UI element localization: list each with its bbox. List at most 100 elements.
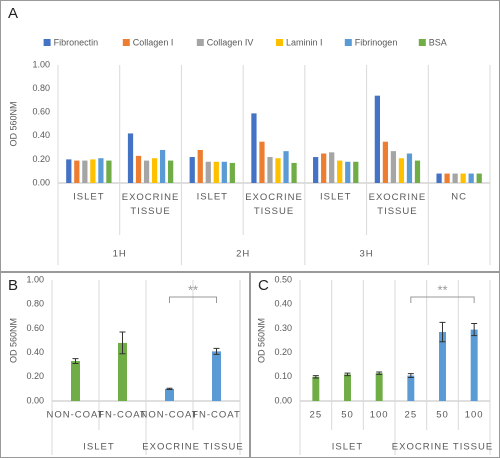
- bar: [251, 113, 257, 183]
- error-bar: [439, 321, 446, 343]
- bar: [460, 173, 466, 183]
- x-tick-label: NON-COAT: [47, 410, 105, 421]
- y-tick-label: 0.40: [274, 299, 292, 309]
- x-tick-label: 25: [310, 410, 323, 421]
- group-label: EXOCRINE TISSUE: [142, 442, 243, 453]
- bar: [468, 173, 474, 183]
- legend-swatch: [122, 39, 130, 46]
- bar: [398, 158, 405, 183]
- bar: [71, 361, 80, 401]
- bar: [321, 153, 327, 183]
- bar: [165, 388, 174, 401]
- x-tick-label: EXOCRINE TISSUE: [122, 192, 180, 217]
- y-axis-label: OD 560NM: [8, 318, 18, 363]
- y-tick-label: 0.40: [32, 130, 50, 140]
- bar: [205, 161, 211, 183]
- bar: [82, 160, 88, 183]
- legend-label: Collagen I: [133, 37, 174, 47]
- x-tick-label: EXOCRINE TISSUE: [245, 192, 303, 217]
- error-bar: [376, 371, 383, 375]
- bar: [406, 153, 413, 183]
- error-bar: [471, 323, 478, 337]
- panel-label: C: [258, 277, 269, 294]
- significance-bracket: [169, 296, 217, 303]
- bar: [168, 160, 174, 183]
- bar: [98, 158, 104, 183]
- bar: [221, 161, 227, 183]
- bar: [337, 160, 343, 183]
- group-label: 2H: [236, 249, 250, 260]
- error-bar: [72, 358, 79, 364]
- x-tick-label: ISLET: [320, 192, 351, 203]
- x-tick-label: FN-COAT: [98, 410, 147, 421]
- y-axis-label: OD 560NM: [256, 318, 266, 363]
- bar: [66, 159, 72, 183]
- bar: [353, 161, 359, 183]
- bar: [436, 173, 442, 183]
- x-tick-label: FN-COAT: [192, 410, 241, 421]
- y-tick-label: 0.30: [274, 323, 292, 333]
- bar: [189, 157, 195, 183]
- y-tick-label: 0.20: [274, 347, 292, 357]
- error-bar: [312, 375, 319, 379]
- bar: [476, 173, 482, 183]
- bar: [229, 162, 235, 183]
- bar: [90, 159, 96, 183]
- y-tick-label: 0.00: [26, 395, 44, 405]
- bar: [118, 342, 127, 401]
- bar: [407, 375, 415, 401]
- bar: [74, 160, 80, 183]
- y-axis-label: OD 560NM: [8, 101, 18, 146]
- bar: [212, 351, 221, 401]
- y-tick-label: 0.50: [274, 274, 292, 284]
- x-tick-label: 100: [465, 410, 484, 421]
- bar: [452, 173, 458, 183]
- error-bar: [119, 331, 126, 355]
- bar: [382, 141, 389, 183]
- bar: [414, 160, 421, 183]
- bar: [444, 173, 450, 183]
- y-tick-label: 0.20: [26, 371, 44, 381]
- significance-label: **: [188, 282, 198, 297]
- bar: [329, 152, 335, 183]
- bar: [135, 155, 142, 183]
- bar: [313, 157, 319, 183]
- bar: [151, 158, 158, 183]
- error-bar: [344, 372, 351, 377]
- legend-swatch: [418, 39, 426, 46]
- y-tick-label: 0.10: [274, 371, 292, 381]
- legend-swatch: [344, 39, 352, 46]
- bar: [143, 160, 150, 183]
- x-tick-label: NON-COAT: [141, 410, 199, 421]
- bar: [106, 160, 112, 183]
- bar: [374, 95, 380, 183]
- legend-label: Collagen IV: [207, 37, 254, 47]
- x-tick-label: EXOCRINE TISSUE: [369, 192, 427, 217]
- group-label: EXOCRINE TISSUE: [392, 442, 493, 453]
- x-tick-label: 50: [341, 410, 354, 421]
- significance-bracket: [410, 296, 475, 303]
- legend-label: Laminin I: [286, 37, 323, 47]
- group-label: ISLET: [83, 442, 114, 453]
- legend-swatch: [43, 39, 51, 46]
- y-tick-label: 0.60: [26, 323, 44, 333]
- bar: [291, 162, 297, 183]
- legend-label: Fibronectin: [54, 37, 99, 47]
- bar: [275, 158, 281, 183]
- panel-label: A: [8, 5, 18, 22]
- x-tick-label: ISLET: [73, 192, 104, 203]
- x-tick-label: NC: [451, 192, 467, 203]
- x-tick-label: ISLET: [197, 192, 228, 203]
- x-tick-label: 100: [370, 410, 389, 421]
- bar: [312, 376, 320, 401]
- y-tick-label: 0.20: [32, 154, 50, 164]
- significance-label: **: [437, 282, 447, 297]
- bar: [197, 149, 203, 183]
- bar: [390, 151, 397, 183]
- y-tick-label: 1.00: [26, 274, 44, 284]
- bar: [344, 374, 351, 401]
- y-tick-label: 0.60: [32, 107, 50, 117]
- legend-label: BSA: [429, 37, 447, 47]
- y-tick-label: 1.00: [32, 59, 50, 69]
